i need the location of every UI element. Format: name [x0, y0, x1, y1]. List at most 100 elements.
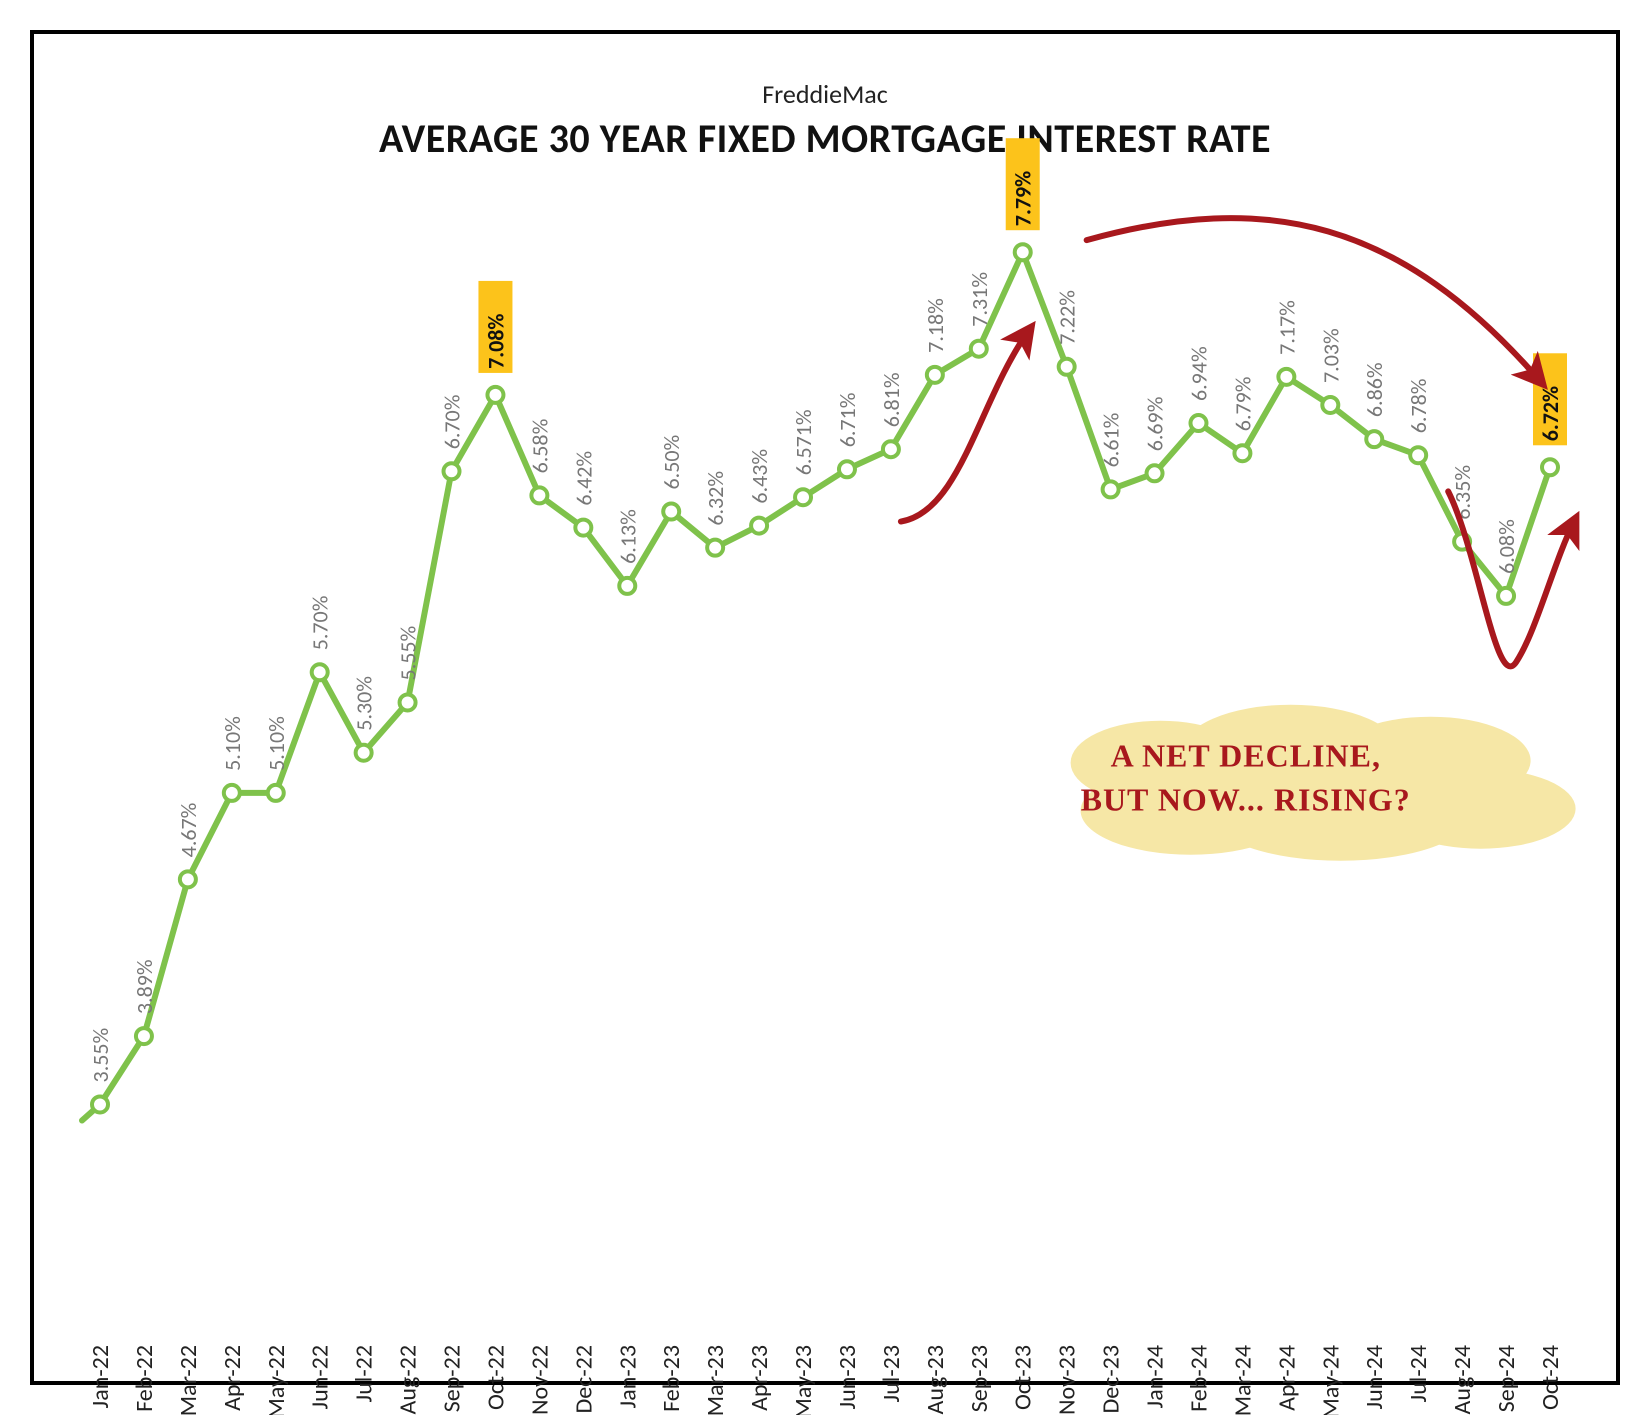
x-axis-label: Jun-23: [833, 1345, 862, 1410]
value-label: 6.78%: [1405, 378, 1432, 433]
chart-marker: [400, 694, 416, 710]
value-label: 6.50%: [658, 434, 685, 489]
x-axis-label: Aug-23: [921, 1345, 950, 1414]
x-axis-label: Jan-24: [1141, 1345, 1170, 1408]
value-label: 6.94%: [1185, 346, 1212, 401]
annotation-arrow-top: [1087, 218, 1540, 381]
page-container: FreddieMac AVERAGE 30 YEAR FIXED MORTGAG…: [0, 0, 1650, 1415]
x-axis-label: Feb-22: [130, 1345, 159, 1412]
chart-marker: [487, 387, 503, 403]
x-axis-label: Mar-22: [174, 1345, 203, 1415]
value-label: 7.31%: [966, 272, 993, 327]
chart-marker: [1059, 359, 1075, 375]
x-axis-label: Nov-23: [1053, 1345, 1082, 1415]
value-label-highlight: 7.08%: [482, 314, 509, 369]
x-axis-label: Apr-24: [1272, 1345, 1301, 1411]
value-label: 6.70%: [439, 394, 466, 449]
x-axis-label: Oct-22: [481, 1345, 510, 1410]
chart-marker: [1278, 369, 1294, 385]
chart-marker: [356, 745, 372, 761]
chart-marker: [92, 1096, 108, 1112]
x-axis-label: May-22: [262, 1345, 291, 1415]
x-axis-label: Dec-23: [1097, 1345, 1126, 1414]
x-axis-label: Mar-23: [701, 1345, 730, 1415]
value-label: 6.43%: [746, 449, 773, 504]
chart-marker: [839, 461, 855, 477]
chart-marker: [883, 441, 899, 457]
x-axis-label: Jan-23: [613, 1345, 642, 1408]
chart-marker: [180, 871, 196, 887]
x-axis-label: Sep-24: [1492, 1345, 1521, 1412]
value-label: 6.32%: [702, 471, 729, 526]
chart-marker: [1366, 431, 1382, 447]
x-axis-label: Jul-24: [1404, 1345, 1433, 1402]
chart-marker: [531, 487, 547, 503]
value-label: 5.10%: [219, 716, 246, 771]
value-label: 4.67%: [175, 802, 202, 857]
chart-marker: [268, 785, 284, 801]
chart-marker: [795, 489, 811, 505]
value-label: 7.22%: [1054, 290, 1081, 345]
x-axis-label: Nov-22: [525, 1345, 554, 1415]
value-label: 7.03%: [1317, 328, 1344, 383]
chart-marker: [707, 540, 723, 556]
annotation-text-line2: BUT NOW... RISING?: [1081, 782, 1411, 818]
chart-marker: [1498, 588, 1514, 604]
x-axis-label: May-23: [789, 1345, 818, 1415]
chart-marker: [971, 341, 987, 357]
line-chart: Jan-22Feb-22Mar-22Apr-22May-22Jun-22Jul-…: [80, 180, 1570, 1245]
value-label-highlight: 7.79%: [1010, 171, 1037, 226]
value-label: 6.13%: [614, 509, 641, 564]
x-axis-label: Mar-24: [1228, 1345, 1257, 1415]
value-label: 5.10%: [263, 716, 290, 771]
value-label: 3.89%: [131, 959, 158, 1014]
chart-marker: [444, 463, 460, 479]
value-label: 5.55%: [395, 625, 422, 680]
x-axis-label: Apr-23: [745, 1345, 774, 1411]
x-axis-label: Jul-23: [877, 1345, 906, 1402]
annotation-text-line1: A NET DECLINE,: [1111, 738, 1381, 774]
chart-marker: [619, 578, 635, 594]
value-label: 6.35%: [1449, 465, 1476, 520]
value-label: 6.81%: [878, 372, 905, 427]
value-label: 6.42%: [570, 451, 597, 506]
x-axis-label: Jun-22: [306, 1345, 335, 1410]
value-label-highlight: 6.72%: [1537, 386, 1564, 441]
chart-marker: [1322, 397, 1338, 413]
value-label: 3.55%: [87, 1027, 114, 1082]
x-axis-label: Oct-24: [1536, 1345, 1565, 1410]
x-axis-label: Oct-23: [1009, 1345, 1038, 1410]
value-label: 6.79%: [1229, 376, 1256, 431]
value-label: 7.17%: [1273, 300, 1300, 355]
value-label: 6.71%: [834, 392, 861, 447]
value-label: 6.86%: [1361, 362, 1388, 417]
x-axis-label: Jul-22: [350, 1345, 379, 1402]
x-axis-label: May-24: [1316, 1345, 1345, 1415]
value-label: 6.61%: [1098, 412, 1125, 467]
value-label: 5.30%: [351, 676, 378, 731]
chart-marker: [224, 785, 240, 801]
chart-marker: [1103, 481, 1119, 497]
chart-marker: [1190, 415, 1206, 431]
x-axis-label: Apr-22: [218, 1345, 247, 1411]
chart-marker: [1015, 244, 1031, 260]
chart-marker: [1234, 445, 1250, 461]
chart-marker: [663, 504, 679, 520]
x-axis-label: Jun-24: [1360, 1345, 1389, 1410]
value-label: 6.571%: [790, 409, 817, 475]
chart-marker: [1410, 447, 1426, 463]
x-axis-label: Sep-23: [965, 1345, 994, 1412]
x-axis-label: Feb-23: [657, 1345, 686, 1412]
x-axis-label: Aug-22: [394, 1345, 423, 1414]
chart-marker: [575, 520, 591, 536]
chart-marker: [751, 518, 767, 534]
x-axis-label: Jan-22: [86, 1345, 115, 1408]
chart-marker: [312, 664, 328, 680]
value-label: 6.69%: [1142, 396, 1169, 451]
x-axis-label: Sep-22: [438, 1345, 467, 1412]
x-axis-label: Feb-24: [1184, 1345, 1213, 1412]
chart-marker: [1542, 459, 1558, 475]
x-axis-label: Dec-22: [569, 1345, 598, 1414]
chart-marker: [1147, 465, 1163, 481]
chart-marker: [136, 1028, 152, 1044]
